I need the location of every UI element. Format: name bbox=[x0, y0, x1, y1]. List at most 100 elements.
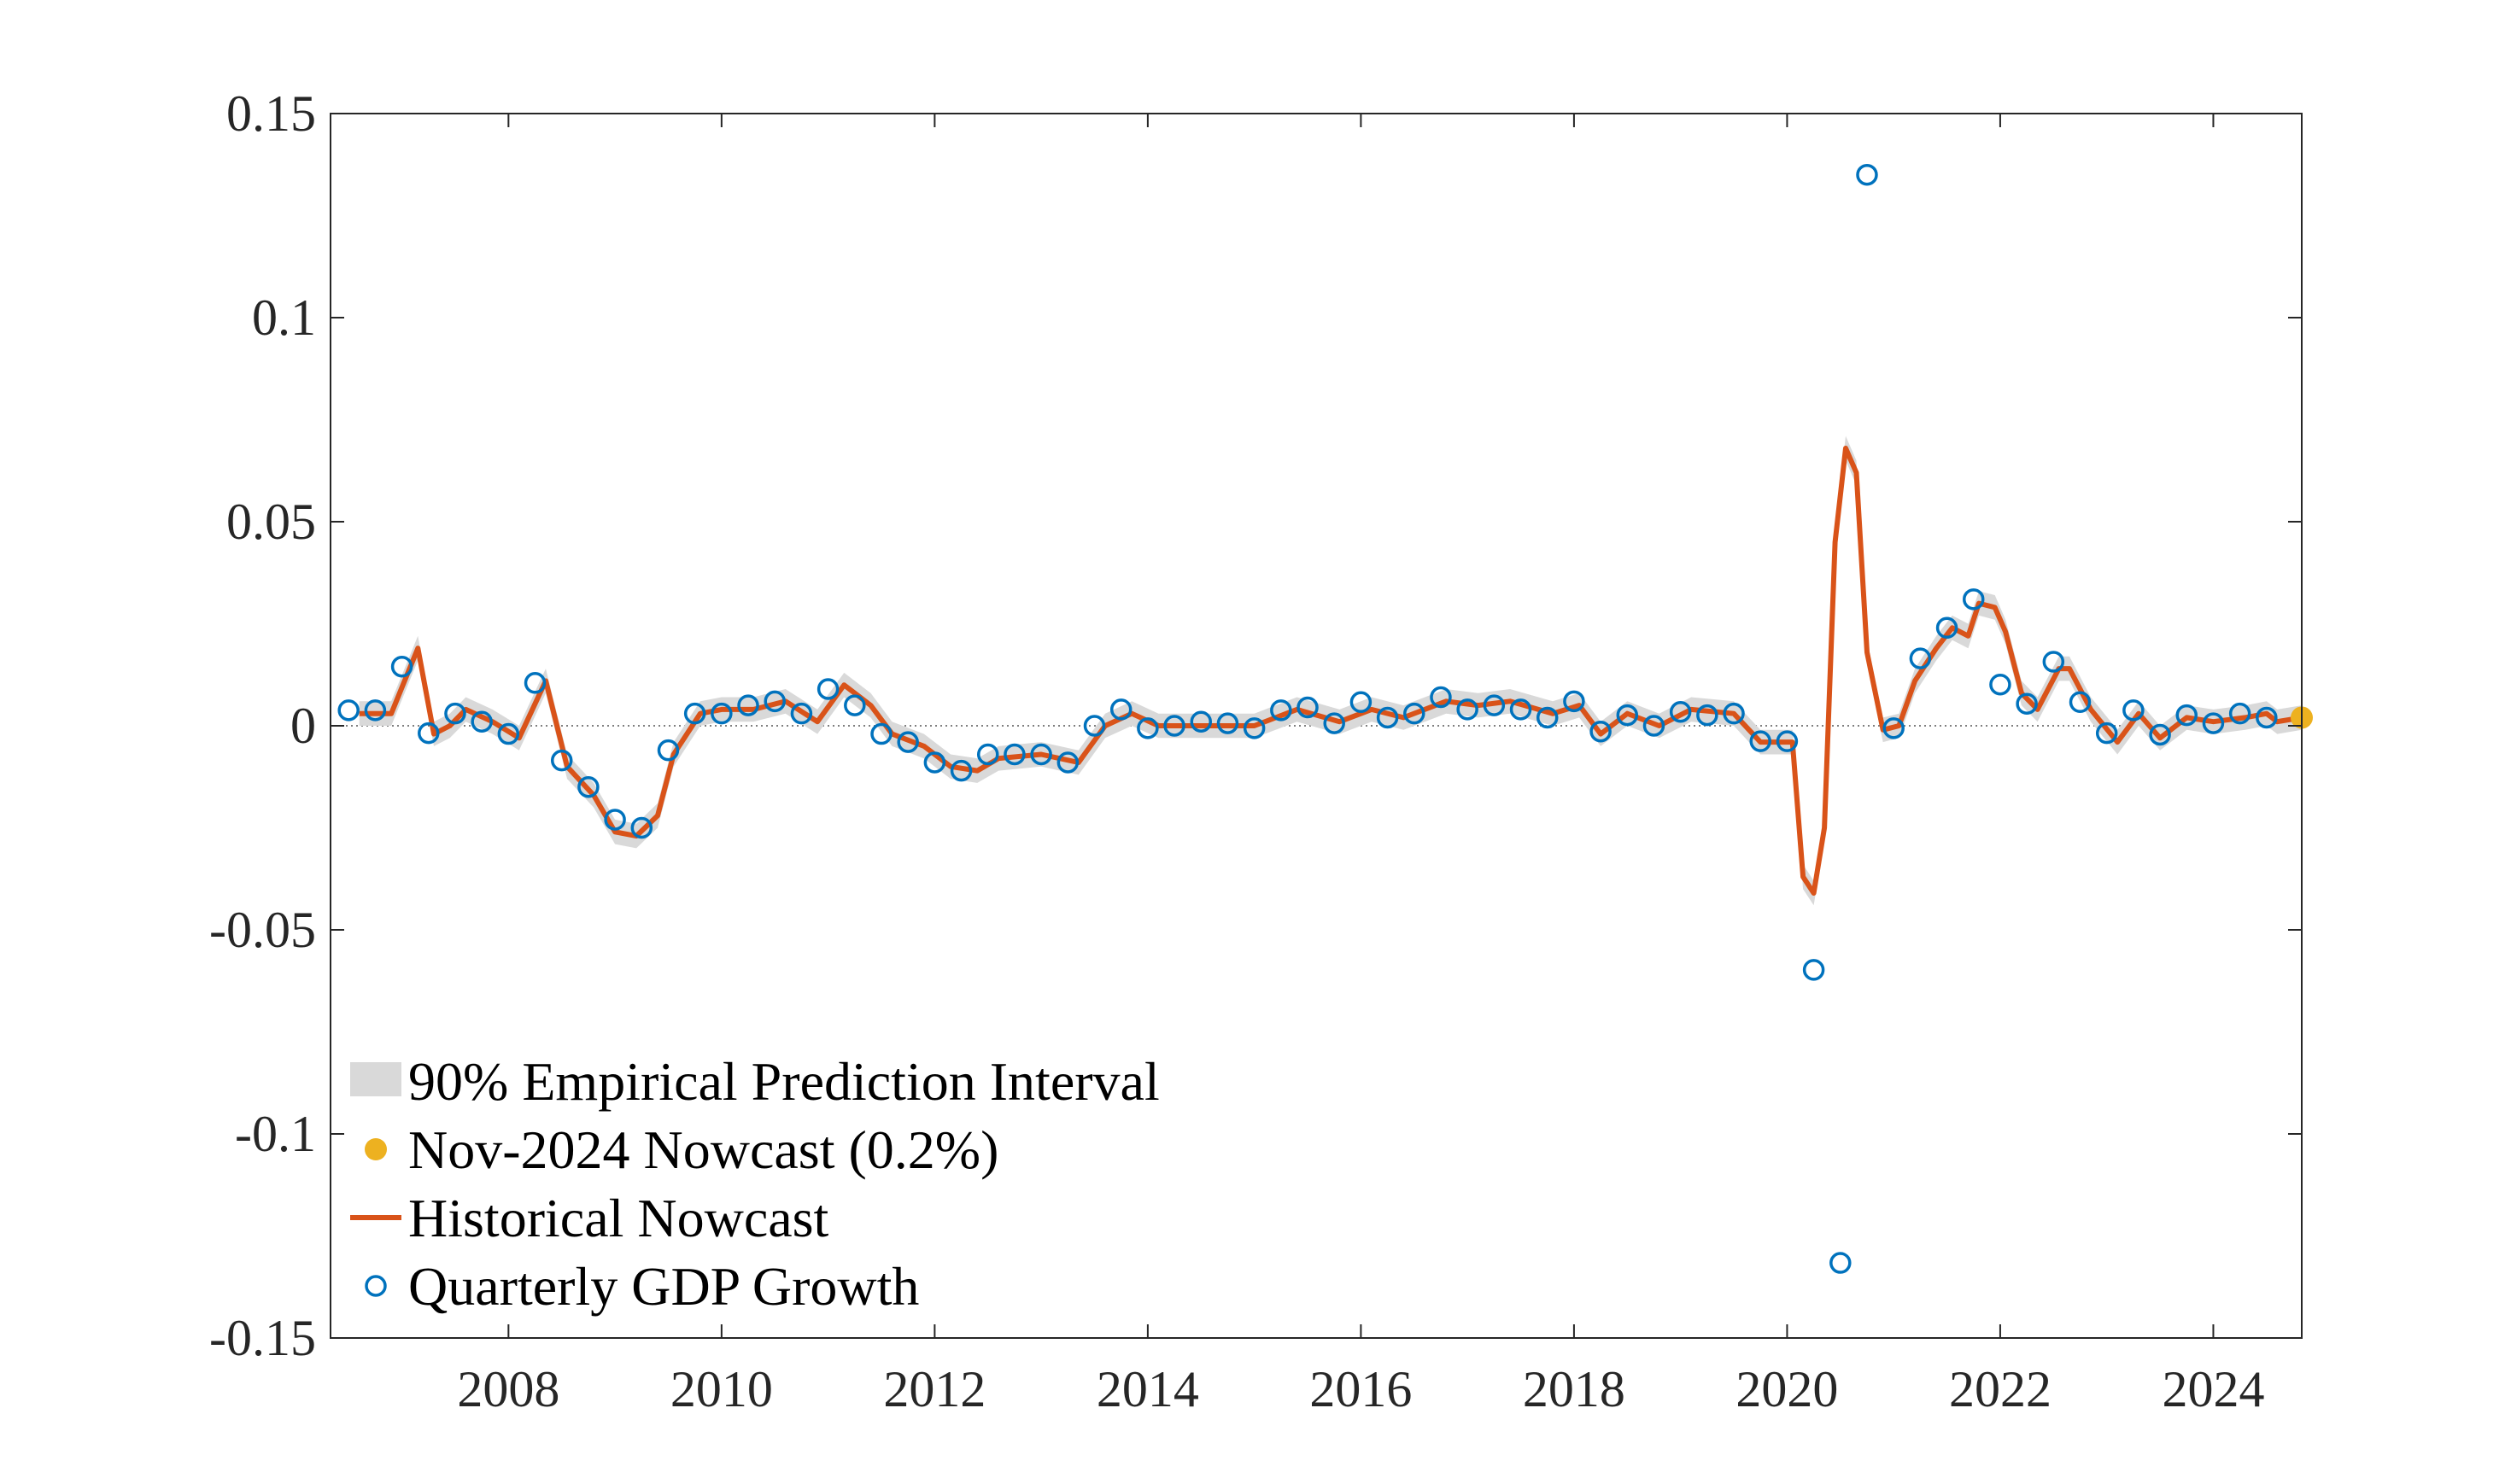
gdp-point bbox=[950, 759, 973, 782]
y-tick-label: -0.1 bbox=[235, 1106, 316, 1162]
nowcast-line bbox=[359, 446, 2303, 896]
gdp-point bbox=[1296, 696, 1319, 719]
gdp-point bbox=[2175, 704, 2198, 727]
gdp-point bbox=[1083, 715, 1106, 737]
x-tick-label: 2022 bbox=[1949, 1361, 2052, 1417]
x-tick-label: 2008 bbox=[457, 1361, 559, 1417]
gdp-point bbox=[1190, 710, 1213, 733]
gdp-point bbox=[390, 655, 413, 678]
gdp-point bbox=[1962, 588, 1985, 611]
y-tick-label: -0.05 bbox=[209, 902, 316, 958]
gdp-point bbox=[1802, 959, 1825, 981]
legend-swatch bbox=[365, 1138, 387, 1160]
gdp-point bbox=[1403, 702, 1425, 725]
gdp-point bbox=[1642, 715, 1665, 737]
gdp-point bbox=[844, 694, 866, 716]
gdp-point bbox=[923, 751, 946, 774]
gdp-point bbox=[337, 699, 360, 722]
gdp-point bbox=[1536, 706, 1559, 729]
gdp-point bbox=[1563, 690, 1585, 713]
gdp-point bbox=[764, 690, 786, 713]
legend-swatch bbox=[365, 1275, 387, 1297]
legend-label: Nov-2024 Nowcast (0.2%) bbox=[408, 1119, 998, 1180]
x-tick-label: 2024 bbox=[2162, 1361, 2264, 1417]
y-tick-label: 0.1 bbox=[252, 289, 316, 346]
gdp-point bbox=[1509, 698, 1532, 721]
gdp-point bbox=[1935, 616, 1958, 640]
gdp-point bbox=[1989, 673, 2011, 696]
gdp-point bbox=[1030, 743, 1052, 766]
gdp-point bbox=[1749, 730, 1771, 752]
gdp-point bbox=[1856, 163, 1878, 186]
gdp-point bbox=[2069, 691, 2092, 714]
legend: 90% Empirical Prediction Interval Nov-202… bbox=[350, 1051, 1160, 1317]
gdp-point bbox=[1056, 751, 1080, 774]
legend-label: Quarterly GDP Growth bbox=[408, 1256, 919, 1317]
legend-swatch bbox=[350, 1062, 401, 1096]
gdp-point bbox=[550, 749, 573, 772]
legend-label: Historical Nowcast bbox=[408, 1188, 829, 1248]
gdp-point bbox=[2228, 702, 2251, 725]
x-tick-label: 2010 bbox=[670, 1361, 773, 1417]
gdp-point bbox=[1696, 704, 1718, 727]
gdp-point bbox=[1137, 717, 1159, 739]
gdp-point bbox=[1349, 691, 1373, 714]
gdp-point bbox=[1323, 712, 1345, 734]
y-tick-label: 0.15 bbox=[226, 85, 316, 142]
gdp-point bbox=[1776, 730, 1799, 752]
gdp-point bbox=[364, 699, 387, 722]
y-tick-label: 0.05 bbox=[226, 494, 316, 550]
gdp-point bbox=[1723, 702, 1745, 725]
x-tick-label: 2016 bbox=[1309, 1361, 1412, 1417]
gdp-point bbox=[1376, 706, 1399, 729]
gdp-point bbox=[737, 694, 759, 716]
x-tick-label: 2018 bbox=[1523, 1361, 1625, 1417]
axes: -0.15 -0.1 -0.05 0 0.05 0.1 0.15 2008 2010 2012 20… bbox=[209, 85, 2303, 1417]
gdp-point bbox=[1109, 698, 1133, 721]
gdp-point bbox=[2095, 722, 2118, 745]
gdp-point bbox=[497, 722, 520, 745]
gdp-point bbox=[897, 731, 919, 753]
gdp-point bbox=[2016, 692, 2038, 715]
gdp-point bbox=[418, 722, 440, 745]
gdp-point bbox=[976, 743, 999, 766]
gdp-point bbox=[2256, 706, 2278, 729]
gdp-point bbox=[2122, 699, 2145, 722]
gdp-point bbox=[1616, 704, 1639, 727]
gdp-point bbox=[444, 702, 466, 725]
gdp-point bbox=[1589, 720, 1612, 743]
gdp-point bbox=[1243, 717, 1266, 739]
x-tick-label: 2020 bbox=[1735, 1361, 1838, 1417]
gdp-point bbox=[2149, 723, 2171, 746]
y-tick-label: -0.15 bbox=[209, 1310, 316, 1366]
gdp-point bbox=[817, 678, 840, 700]
gdp-point bbox=[790, 702, 813, 725]
gdp-point bbox=[711, 702, 733, 725]
gdp-point bbox=[1456, 698, 1478, 721]
gdp-point bbox=[657, 739, 680, 762]
gdp-point bbox=[1163, 715, 1185, 737]
gdp-point bbox=[2042, 651, 2065, 673]
gdp-point bbox=[1669, 700, 1692, 723]
legend-label: 90% Empirical Prediction Interval bbox=[408, 1051, 1160, 1112]
gdp-point bbox=[870, 722, 893, 745]
x-tick-label: 2014 bbox=[1097, 1361, 1199, 1417]
gdp-point bbox=[524, 672, 547, 694]
y-tick-label: 0 bbox=[290, 698, 316, 754]
plot-area bbox=[331, 163, 2313, 1274]
gdp-point bbox=[1270, 699, 1292, 722]
gdp-point bbox=[1430, 686, 1452, 709]
gdp-point bbox=[471, 710, 493, 733]
gdp-point bbox=[604, 809, 626, 831]
gdp-point bbox=[683, 702, 706, 725]
gdp-point bbox=[1882, 717, 1905, 739]
gdp-point bbox=[2202, 712, 2225, 734]
gdp-point bbox=[577, 775, 600, 798]
gdp-point bbox=[1829, 1252, 1852, 1274]
gdp-point bbox=[1483, 694, 1506, 716]
x-tick-label: 2012 bbox=[883, 1361, 986, 1417]
gdp-point bbox=[630, 816, 653, 839]
gdp-point bbox=[1909, 647, 1932, 669]
